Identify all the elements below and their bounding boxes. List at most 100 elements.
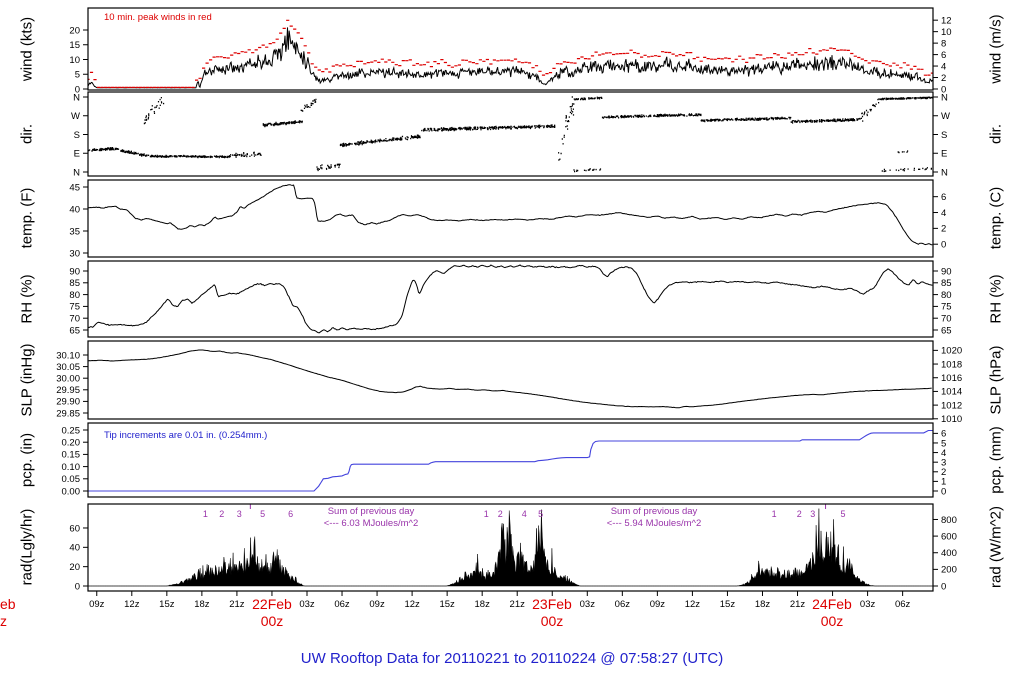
slp-left-axis-label: SLP (inHg) (18, 343, 36, 417)
dir-right-tick-label: W (941, 111, 950, 122)
x-axis-tick-label: 09z (89, 599, 105, 610)
pcp-panel-frame (87, 422, 934, 498)
rad-left-tick-label: 0 (75, 581, 80, 592)
pcp-right-tick-label: 0 (941, 486, 946, 497)
rad-sum-note-2-line-2: <--- 5.94 MJoules/m^2 (606, 518, 702, 529)
dir-left-tick-label: W (71, 111, 80, 122)
rad-mj-marker-label: 1 (203, 509, 208, 519)
wind-left-tick-label: 5 (75, 70, 80, 81)
x-axis-tick-label: 12z (404, 599, 420, 610)
rad-mj-marker-label: 5 (841, 509, 846, 519)
wind-line (88, 27, 933, 89)
rad-mj-marker-label: 6 (288, 509, 293, 519)
x-axis-tick-label: 12z (124, 599, 140, 610)
wind-left-axis-label: wind (kts) (18, 16, 36, 82)
x-axis-tick-label: 15z (159, 599, 175, 610)
wind-series-group (88, 19, 933, 89)
pcp-tip-note: Tip increments are 0.01 in. (0.254mm.) (104, 430, 268, 441)
wind-panel-frame (87, 7, 934, 91)
rad-mj-marker-label: 2 (498, 509, 503, 519)
day-label-21feb-clipped: eb z (0, 596, 16, 630)
x-axis-tick-label: 15z (720, 599, 736, 610)
x-axis-tick-label: 18z (755, 599, 771, 610)
rh-panel-frame (87, 260, 934, 338)
rad-sum-note-2-line-1: Sum of previous day (610, 506, 698, 517)
dir-right-tick-label: S (941, 130, 947, 141)
dir-right-tick-label: E (941, 149, 947, 160)
temp-left-tick-label: 45 (69, 182, 80, 193)
rad-right-tick-label: 800 (941, 515, 957, 526)
pcp-left-tick-label: 0.25 (62, 425, 81, 436)
wind-right-tick-label: 0 (941, 84, 946, 95)
wind-left-tick-label: 15 (69, 40, 80, 51)
rh-right-tick-label: 65 (941, 325, 952, 336)
rad-mj-marker-label: 3 (810, 509, 815, 519)
rh-left-tick-label: 80 (69, 290, 80, 301)
wind-right-tick-label: 6 (941, 50, 946, 61)
rad-mj-marker-label: 1 (484, 509, 489, 519)
slp-right-axis-label: SLP (hPa) (987, 345, 1005, 415)
dir-right-axis-label: dir. (987, 123, 1005, 145)
slp-left-tick-label: 30.05 (56, 362, 80, 373)
wind-right-tick-label: 8 (941, 38, 946, 49)
temp-right-axis-label: temp. (C) (987, 186, 1005, 250)
rad-series-group (88, 508, 933, 587)
pcp-right-tick-label: 6 (941, 429, 946, 440)
x-axis-tick-label: 12z (685, 599, 701, 610)
temp-right-tick-label: 2 (941, 224, 946, 235)
wind-left-tick-label: 10 (69, 55, 80, 66)
dir-left-tick-label: N (73, 92, 80, 103)
pcp-left-tick-label: 0.20 (62, 438, 81, 449)
temp-right-tick-label: 6 (941, 192, 946, 203)
day-label-22feb-hour: 00z (260, 613, 284, 629)
day-label-23feb-date: 23Feb (532, 596, 572, 612)
rh-line (88, 264, 933, 334)
rad-left-axis-label: rad(Lgly/hr) (18, 508, 36, 586)
dir-right-tick-label: N (941, 92, 948, 103)
rad-left-tick-label: 60 (69, 523, 80, 534)
day-label-21feb-clipped-line-1: eb (0, 596, 16, 612)
rh-left-tick-label: 70 (69, 314, 80, 325)
rh-left-tick-label: 75 (69, 302, 80, 313)
rh-right-tick-label: 90 (941, 266, 952, 277)
rh-left-tick-label: 65 (69, 325, 80, 336)
dir-left-axis-label: dir. (18, 123, 36, 145)
wind-right-tick-label: 10 (941, 27, 952, 38)
dir-left-tick-label: N (73, 167, 80, 178)
slp-line (88, 349, 932, 409)
x-axis-tick-label: 06z (615, 599, 631, 610)
pcp-right-tick-label: 3 (941, 457, 946, 468)
day-label-24feb-hour: 00z (820, 613, 844, 629)
x-axis-tick-label: 03z (580, 599, 596, 610)
pcp-series-group (88, 429, 933, 492)
day-label-24feb-date: 24Feb (812, 596, 852, 612)
pcp-left-axis-label: pcp. (in) (18, 432, 36, 488)
rad-left-tick-label: 40 (69, 543, 80, 554)
x-axis-tick-label: 21z (229, 599, 245, 610)
pcp-right-tick-label: 5 (941, 438, 946, 449)
rad-mj-marker-label: 3 (237, 509, 242, 519)
rad-mj-marker-label: 1 (772, 509, 777, 519)
slp-right-tick-label: 1012 (941, 400, 962, 411)
slp-right-tick-label: 1010 (941, 414, 962, 425)
rad-mj-marker-label: 2 (797, 509, 802, 519)
rad-right-tick-label: 200 (941, 565, 957, 576)
wind-right-tick-label: 4 (941, 61, 946, 72)
rh-right-tick-label: 70 (941, 314, 952, 325)
temp-right-tick-label: 4 (941, 208, 946, 219)
pcp-line (88, 429, 933, 492)
rad-right-tick-label: 600 (941, 531, 957, 542)
dir-left-tick-label: E (74, 149, 80, 160)
dir-panel-frame (87, 91, 934, 177)
slp-right-tick-label: 1014 (941, 387, 962, 398)
rh-right-tick-label: 80 (941, 290, 952, 301)
rad-mj-marker-label: 2 (219, 509, 224, 519)
temp-right-tick-label: 0 (941, 240, 946, 251)
pcp-right-axis-label: pcp. (mm) (987, 426, 1005, 494)
wind-left-tick-label: 0 (75, 84, 80, 95)
rh-right-tick-label: 85 (941, 278, 952, 289)
x-axis-tick-label: 21z (790, 599, 806, 610)
x-axis-tick-label: 09z (369, 599, 385, 610)
day-label-23feb-hour: 00z (540, 613, 564, 629)
